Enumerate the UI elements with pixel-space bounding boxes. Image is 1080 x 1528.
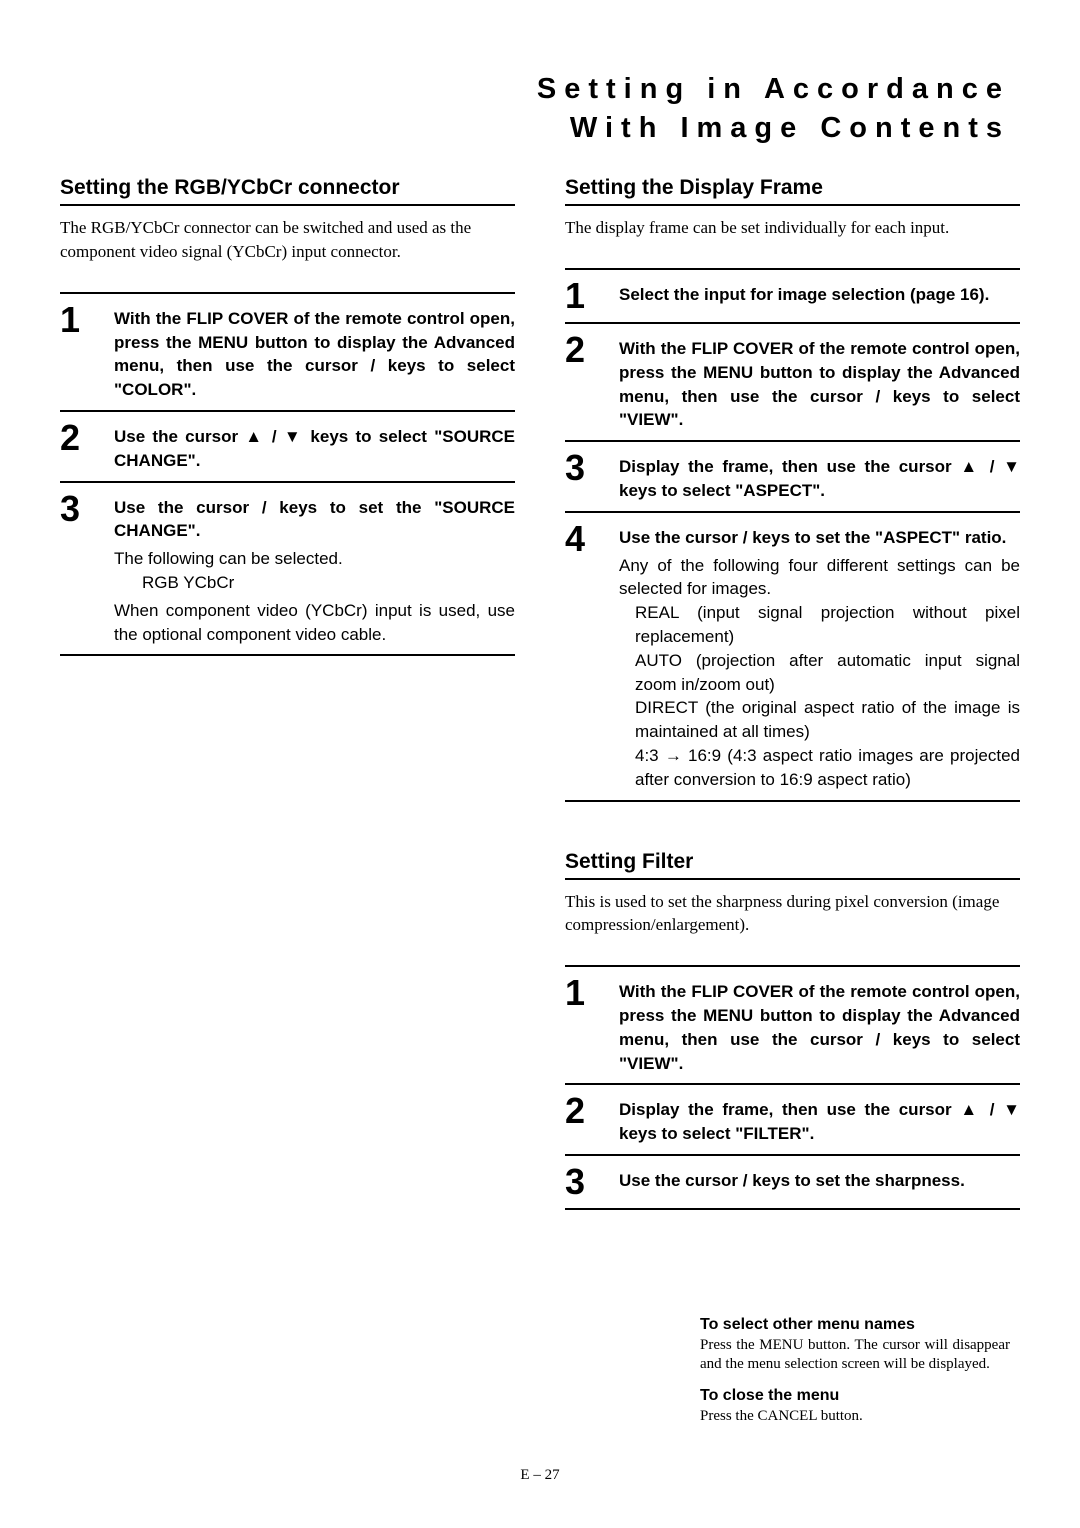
section-title: Setting the Display Frame — [565, 176, 1020, 206]
step-body: With the FLIP COVER of the remote contro… — [619, 975, 1020, 1075]
step-body: Use the cursor / keys to set the "ASPECT… — [619, 521, 1020, 792]
step-item: 1 Select the input for image selection (… — [565, 270, 1020, 324]
footer-note-body: Press the CANCEL button. — [700, 1407, 1010, 1427]
step-subitem: DIRECT (the original aspect ratio of the… — [619, 696, 1020, 744]
left-column: Setting the RGB/YCbCr connector The RGB/… — [60, 176, 515, 1258]
step-note: The following can be selected. — [114, 547, 515, 571]
right-column: Setting the Display Frame The display fr… — [565, 176, 1020, 1258]
step-item: 2 With the FLIP COVER of the remote cont… — [565, 324, 1020, 442]
step-body: Display the frame, then use the cursor ▲… — [619, 450, 1020, 503]
section-intro: This is used to set the sharpness during… — [565, 890, 1020, 938]
step-sublist: RGB YCbCr — [114, 571, 515, 595]
step-text: With the FLIP COVER of the remote contro… — [619, 980, 1020, 1075]
step-body: Display the frame, then use the cursor ▲… — [619, 1093, 1020, 1146]
step-body: Use the cursor ▲ / ▼ keys to select "SOU… — [114, 420, 515, 473]
step-item: 2 Display the frame, then use the cursor… — [565, 1085, 1020, 1156]
step-body: With the FLIP COVER of the remote contro… — [619, 332, 1020, 432]
steps-list: 1 With the FLIP COVER of the remote cont… — [60, 292, 515, 657]
step-number: 3 — [565, 450, 619, 503]
step-item: 1 With the FLIP COVER of the remote cont… — [60, 294, 515, 412]
section-rgb-ycbcr: Setting the RGB/YCbCr connector The RGB/… — [60, 176, 515, 656]
step-number: 1 — [60, 302, 114, 402]
section-title: Setting the RGB/YCbCr connector — [60, 176, 515, 206]
section-title: Setting Filter — [565, 850, 1020, 880]
steps-list: 1 With the FLIP COVER of the remote cont… — [565, 965, 1020, 1210]
step-subitem: AUTO (projection after automatic input s… — [619, 649, 1020, 697]
step-body: Select the input for image selection (pa… — [619, 278, 1020, 314]
page-title-line2: With Image Contents — [570, 112, 1010, 144]
footer-note-title: To close the menu — [700, 1387, 1010, 1405]
step-text: With the FLIP COVER of the remote contro… — [114, 307, 515, 402]
step-item: 4 Use the cursor / keys to set the "ASPE… — [565, 513, 1020, 802]
section-intro: The RGB/YCbCr connector can be switched … — [60, 216, 515, 264]
step-text: Display the frame, then use the cursor ▲… — [619, 455, 1020, 503]
step-text: Display the frame, then use the cursor ▲… — [619, 1098, 1020, 1146]
step-text: With the FLIP COVER of the remote contro… — [619, 337, 1020, 432]
step-body: With the FLIP COVER of the remote contro… — [114, 302, 515, 402]
section-intro: The display frame can be set individuall… — [565, 216, 1020, 240]
step-subitem: REAL (input signal projection without pi… — [619, 601, 1020, 649]
page-number: E – 27 — [0, 1467, 1080, 1484]
section-display-frame: Setting the Display Frame The display fr… — [565, 176, 1020, 801]
step-item: 3 Use the cursor / keys to set the "SOUR… — [60, 483, 515, 657]
step-body: Use the cursor / keys to set the sharpne… — [619, 1164, 1020, 1200]
step-number: 1 — [565, 278, 619, 314]
step-number: 4 — [565, 521, 619, 792]
step-note: Any of the following four different sett… — [619, 554, 1020, 602]
steps-list: 1 Select the input for image selection (… — [565, 268, 1020, 802]
footer-note-title: To select other menu names — [700, 1316, 1010, 1334]
step-number: 2 — [565, 332, 619, 432]
step-number: 3 — [565, 1164, 619, 1200]
page-title-line1: Setting in Accordance — [537, 73, 1010, 105]
step-item: 1 With the FLIP COVER of the remote cont… — [565, 967, 1020, 1085]
step-number: 1 — [565, 975, 619, 1075]
footer-note-body: Press the MENU button. The cursor will d… — [700, 1336, 1010, 1375]
step-text: Select the input for image selection (pa… — [619, 283, 1020, 307]
step-text: Use the cursor / keys to set the "SOURCE… — [114, 496, 515, 544]
section-filter: Setting Filter This is used to set the s… — [565, 850, 1020, 1210]
step-item: 3 Display the frame, then use the cursor… — [565, 442, 1020, 513]
step-note: When component video (YCbCr) input is us… — [114, 599, 515, 647]
step-subitem: 4:3 → 16:9 (4:3 aspect ratio images are … — [619, 744, 1020, 792]
page-title: Setting in Accordance With Image Content… — [60, 70, 1020, 148]
step-body: Use the cursor / keys to set the "SOURCE… — [114, 491, 515, 647]
step-text: Use the cursor ▲ / ▼ keys to select "SOU… — [114, 425, 515, 473]
footer-notes: To select other menu names Press the MEN… — [700, 1316, 1010, 1439]
step-text: Use the cursor / keys to set the sharpne… — [619, 1169, 1020, 1193]
step-item: 3 Use the cursor / keys to set the sharp… — [565, 1156, 1020, 1210]
step-number: 2 — [565, 1093, 619, 1146]
content-columns: Setting the RGB/YCbCr connector The RGB/… — [60, 176, 1020, 1258]
step-number: 2 — [60, 420, 114, 473]
step-item: 2 Use the cursor ▲ / ▼ keys to select "S… — [60, 412, 515, 483]
step-number: 3 — [60, 491, 114, 647]
step-text: Use the cursor / keys to set the "ASPECT… — [619, 526, 1020, 550]
